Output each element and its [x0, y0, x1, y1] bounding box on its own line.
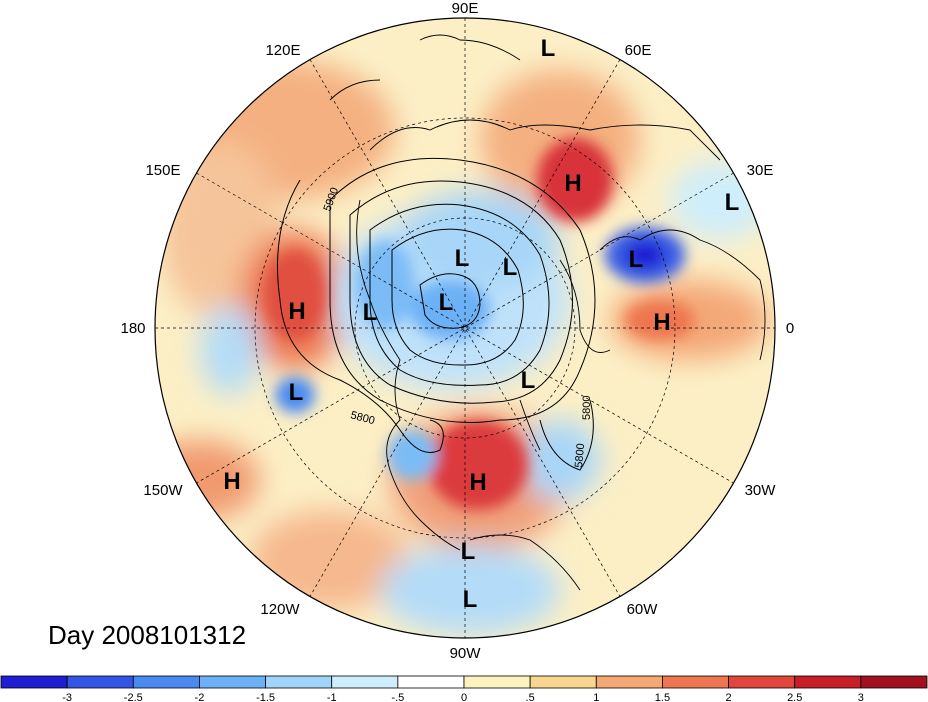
colorbar-swatch	[529, 675, 597, 689]
contour-label-5800: 5800	[573, 443, 587, 468]
colorbar-tick-label: -.5	[391, 692, 404, 702]
lon-label-150w: 150W	[143, 482, 183, 499]
high-marker: H	[564, 170, 581, 197]
low-marker: L	[503, 254, 518, 281]
lon-label-120e: 120E	[265, 42, 300, 59]
low-marker: L	[363, 299, 378, 326]
colorbar-tick-label: 1	[593, 692, 599, 702]
low-marker: L	[629, 246, 644, 273]
longitude-labels: 90E 60E 30E 0 30W 60W 90W 120W 150W 180 …	[120, 0, 794, 662]
low-marker: L	[289, 379, 304, 406]
lon-label-150e: 150E	[145, 162, 180, 179]
lon-label-90w: 90W	[450, 645, 482, 662]
colorbar-tick-label: 3	[858, 692, 864, 702]
colorbar-swatch	[0, 675, 68, 689]
colorbar-tick-label: .5	[526, 692, 535, 702]
anomaly-field	[155, 18, 775, 638]
lon-label-30w: 30W	[745, 482, 777, 499]
colorbar-tick-label: -1	[327, 692, 337, 702]
high-marker: H	[653, 309, 670, 336]
coastlines	[329, 34, 766, 591]
high-marker: H	[223, 468, 240, 495]
lon-label-60w: 60W	[627, 601, 659, 618]
colorbar-swatch	[860, 675, 928, 689]
colorbar-swatch	[199, 675, 266, 689]
high-marker: H	[288, 298, 305, 325]
colorbar-tick-label: -3	[62, 692, 72, 702]
height-contours	[277, 157, 596, 471]
lon-label-30e: 30E	[747, 162, 774, 179]
colorbar-swatch	[794, 675, 862, 689]
colorbar-swatch	[132, 675, 200, 689]
colorbar-swatch	[463, 675, 531, 689]
colorbar: -3 -2.5 -2 -1.5 -1 -.5 0 .5 1 1.5 2 2.5 3	[0, 675, 928, 702]
colorbar-swatch	[662, 675, 729, 689]
low-marker: L	[455, 245, 470, 272]
colorbar-tick-label: 1.5	[655, 692, 670, 702]
low-marker: L	[521, 367, 536, 394]
colorbar-tick-label: 2	[726, 692, 732, 702]
lon-label-90e: 90E	[452, 0, 479, 17]
pressure-centers: L L H L H L L L L H L L L H H L L	[223, 35, 739, 613]
map-boundary	[154, 17, 776, 639]
contour-label-5800: 5800	[581, 396, 593, 420]
high-marker: H	[469, 469, 486, 496]
low-marker: L	[439, 289, 454, 316]
colorbar-swatch	[331, 675, 399, 689]
low-marker: L	[541, 35, 556, 62]
colorbar-swatch	[595, 675, 663, 689]
lon-label-180: 180	[120, 320, 145, 337]
colorbar-swatch	[265, 675, 333, 689]
lon-label-120w: 120W	[260, 601, 300, 618]
day-title: Day 2008101312	[48, 620, 247, 650]
colorbar-swatch	[66, 675, 134, 689]
colorbar-swatch	[728, 675, 796, 689]
low-marker: L	[463, 586, 478, 613]
colorbar-tick-label: -2.5	[124, 692, 143, 702]
lon-label-0: 0	[786, 320, 794, 337]
colorbar-swatch	[397, 675, 465, 689]
colorbar-tick-label: 2.5	[787, 692, 802, 702]
lon-label-60e: 60E	[625, 42, 652, 59]
colorbar-tick-label: -2	[195, 692, 205, 702]
low-marker: L	[461, 538, 476, 565]
graticule	[155, 18, 775, 638]
colorbar-tick-label: 0	[461, 692, 467, 702]
colorbar-tick-label: -1.5	[256, 692, 275, 702]
low-marker: L	[725, 189, 740, 216]
